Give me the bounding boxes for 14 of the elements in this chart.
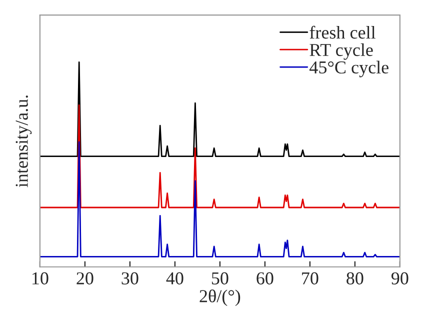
x-tick-label: 60 <box>256 272 274 284</box>
x-tick-label: 50 <box>212 272 228 284</box>
x-axis-title: 2θ/(°) <box>200 290 240 306</box>
x-tick-label: 30 <box>122 272 138 284</box>
x-tick-label: 80 <box>346 272 364 284</box>
x-tick-label: 40 <box>166 272 184 284</box>
legend-label: 45°C cycle <box>310 60 388 78</box>
x-tick-label: 90 <box>391 272 408 284</box>
x-tick-label: 70 <box>302 272 318 284</box>
x-tick-label: 20 <box>76 272 94 284</box>
y-axis-title: intensity/a.u. <box>16 96 32 188</box>
x-tick-label: 10 <box>32 272 48 284</box>
legend-label: fresh cell <box>310 26 376 39</box>
legend-label: RT cycle <box>310 43 373 60</box>
